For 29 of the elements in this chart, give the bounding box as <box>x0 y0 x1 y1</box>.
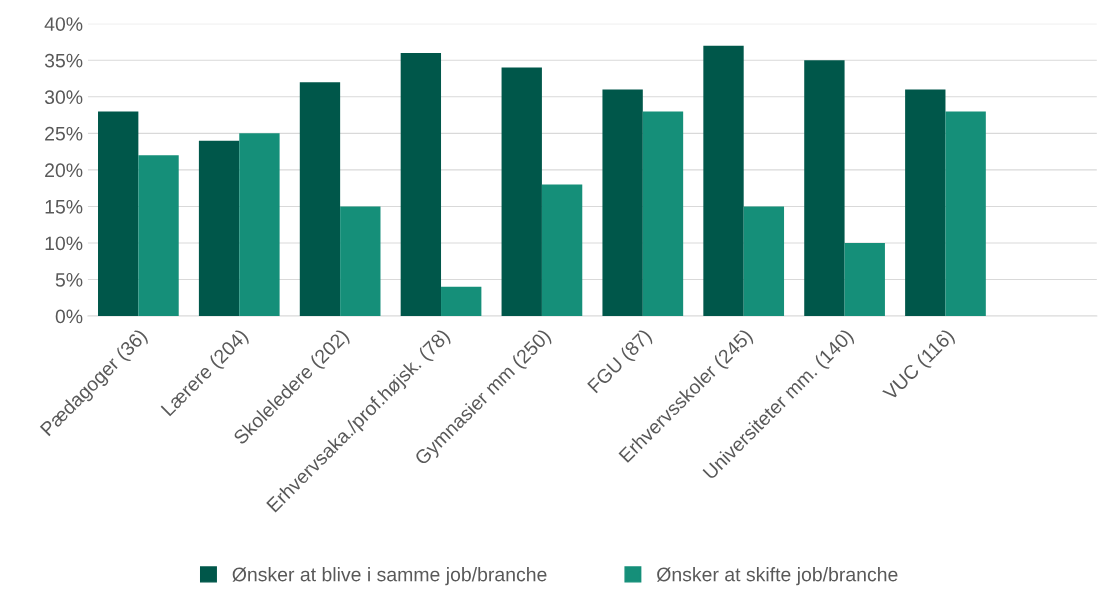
y-tick-label: 5% <box>55 273 83 287</box>
bar <box>541 184 583 317</box>
bar <box>602 89 643 317</box>
y-tick-label: 25% <box>45 126 83 141</box>
bar <box>642 111 684 317</box>
bar <box>98 111 139 317</box>
y-tick-label: 0% <box>55 309 83 324</box>
bar <box>804 60 845 317</box>
bar <box>743 206 785 317</box>
legend-label: Ønsker at skifte job/branche <box>656 567 898 586</box>
y-tick-label: 30% <box>44 90 83 105</box>
y-tick-label: 40% <box>44 17 83 31</box>
bar <box>703 45 744 317</box>
bar <box>844 242 885 317</box>
bar <box>400 52 442 317</box>
y-tick-label: 10% <box>45 236 83 251</box>
y-tick-label: 15% <box>45 199 83 214</box>
legend-label: Ønsker at blive i samme job/branche <box>232 567 547 586</box>
bar <box>501 67 542 317</box>
bar <box>198 140 240 317</box>
y-tick-label: 20% <box>45 163 83 178</box>
bar <box>441 286 482 317</box>
bar <box>945 111 986 317</box>
y-tick-label: 35% <box>44 53 83 68</box>
bar <box>299 82 341 317</box>
bar <box>239 133 280 317</box>
bar <box>340 206 381 317</box>
bar <box>138 155 179 317</box>
bar <box>905 89 946 317</box>
